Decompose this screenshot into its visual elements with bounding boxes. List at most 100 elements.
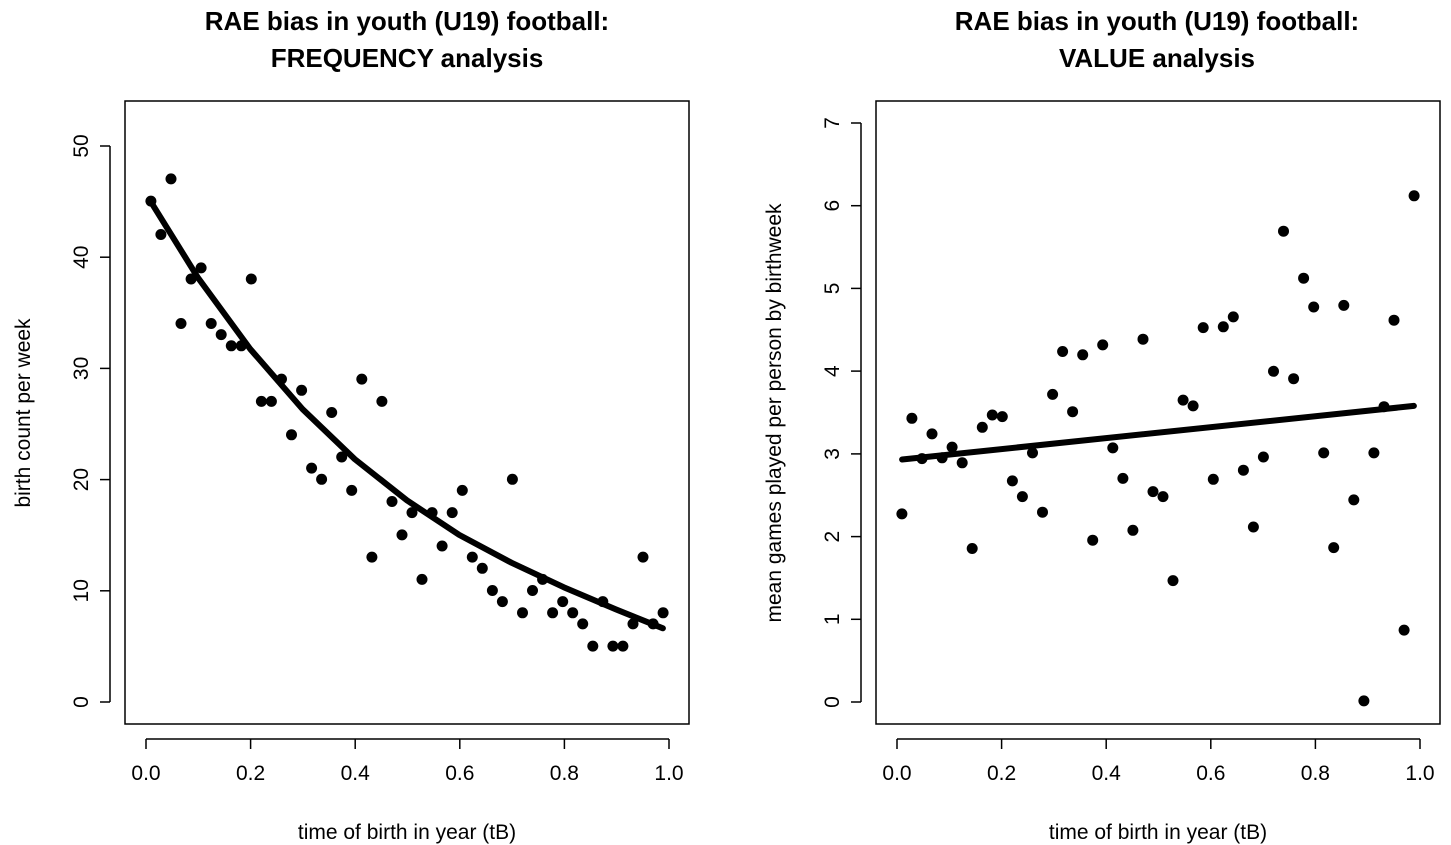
data-point — [466, 551, 478, 563]
data-point — [567, 607, 579, 619]
data-point — [996, 411, 1008, 423]
chart-subtitle: VALUE analysis — [1059, 43, 1255, 73]
data-point — [1016, 491, 1028, 503]
data-point — [265, 395, 277, 407]
data-point — [446, 507, 458, 519]
data-point — [486, 585, 498, 596]
y-tick-label: 4 — [821, 365, 844, 377]
y-tick-label: 1 — [821, 613, 844, 625]
data-point — [1147, 486, 1159, 498]
frequency-panel: RAE bias in youth (U19) football: FREQUE… — [12, 6, 690, 844]
data-point — [205, 318, 217, 329]
x-tick-label: 0.6 — [445, 762, 474, 785]
value-panel: RAE bias in youth (U19) football: VALUE … — [763, 6, 1441, 844]
value-data-marks — [896, 190, 1420, 707]
data-point — [617, 640, 629, 652]
data-point — [956, 457, 968, 469]
data-point — [376, 395, 388, 407]
x-tick-label: 0.6 — [1196, 762, 1225, 785]
data-point — [577, 618, 589, 630]
data-point — [175, 318, 187, 329]
data-point — [1107, 442, 1119, 454]
data-point — [1237, 464, 1249, 476]
data-point — [165, 173, 177, 185]
data-point — [1408, 190, 1420, 202]
data-point — [1097, 339, 1109, 351]
data-point — [1318, 447, 1330, 459]
data-point — [1338, 299, 1350, 311]
data-point — [1127, 524, 1139, 536]
data-point — [296, 384, 308, 396]
data-point — [255, 395, 267, 407]
data-point — [637, 551, 649, 563]
data-point — [1358, 695, 1370, 707]
data-point — [396, 529, 408, 541]
plot-frame — [124, 100, 690, 725]
x-tick-label: 0.0 — [882, 762, 911, 785]
data-point — [456, 484, 468, 496]
y-axis: 0 1 2 3 4 5 6 7 mean games played per pe… — [763, 117, 862, 708]
data-point — [1247, 521, 1259, 533]
data-point — [1328, 542, 1340, 554]
y-tick-label: 6 — [821, 200, 844, 212]
data-point — [1207, 473, 1219, 485]
data-point — [406, 507, 418, 519]
y-tick-label: 40 — [70, 246, 93, 269]
data-point — [416, 573, 428, 585]
data-point — [436, 540, 448, 552]
data-point — [476, 562, 488, 574]
x-tick-label: 0.2 — [987, 762, 1016, 785]
data-point — [1288, 373, 1300, 385]
y-tick-label: 20 — [70, 468, 93, 491]
data-point — [326, 407, 338, 418]
y-axis-label: mean games played per person by birthwee… — [763, 203, 786, 623]
x-tick-label: 1.0 — [654, 762, 683, 785]
data-point — [1398, 624, 1410, 636]
y-tick-label: 3 — [821, 448, 844, 460]
data-point — [1298, 272, 1310, 284]
data-point — [316, 473, 328, 485]
data-point — [336, 451, 348, 463]
data-point — [1388, 314, 1400, 326]
data-point — [1077, 349, 1089, 361]
fitted-line — [899, 402, 1417, 463]
data-point — [1257, 451, 1269, 463]
data-point — [346, 484, 358, 496]
x-axis: 0.0 0.2 0.4 0.6 0.8 1.0 time of birth in… — [131, 738, 684, 844]
data-point — [386, 496, 398, 507]
y-tick-label: 10 — [70, 579, 93, 602]
frequency-data-marks — [145, 173, 669, 652]
data-point — [547, 607, 559, 619]
y-tick-label: 2 — [821, 531, 844, 543]
x-tick-label: 1.0 — [1405, 762, 1434, 785]
data-point — [245, 273, 257, 285]
y-axis: 0 10 20 30 40 50 birth count per week — [12, 134, 111, 708]
data-point — [1167, 575, 1179, 587]
x-tick-label: 0.2 — [236, 762, 265, 785]
data-point — [986, 409, 998, 421]
data-point — [506, 473, 518, 485]
data-point — [527, 585, 538, 596]
data-point — [896, 508, 908, 520]
y-tick-label: 30 — [70, 357, 93, 380]
y-tick-label: 0 — [70, 696, 93, 708]
data-point — [946, 441, 958, 453]
x-axis: 0.0 0.2 0.4 0.6 0.8 1.0 time of birth in… — [882, 738, 1435, 844]
y-axis-label: birth count per week — [12, 318, 35, 508]
data-point — [356, 373, 368, 385]
x-tick-label: 0.4 — [1092, 762, 1122, 785]
chart-title: RAE bias in youth (U19) football: — [955, 6, 1359, 36]
plot-frame — [875, 100, 1441, 725]
data-point — [366, 551, 378, 563]
x-tick-label: 0.0 — [131, 762, 160, 785]
data-point — [496, 596, 508, 608]
data-point — [1157, 491, 1169, 503]
data-point — [1177, 394, 1189, 406]
data-point — [195, 262, 207, 274]
x-axis-label: time of birth in year (tB) — [1049, 821, 1267, 844]
data-point — [286, 429, 297, 441]
data-point — [306, 462, 318, 474]
y-tick-label: 7 — [821, 117, 844, 129]
data-point — [587, 640, 599, 652]
y-tick-label: 50 — [70, 134, 93, 157]
